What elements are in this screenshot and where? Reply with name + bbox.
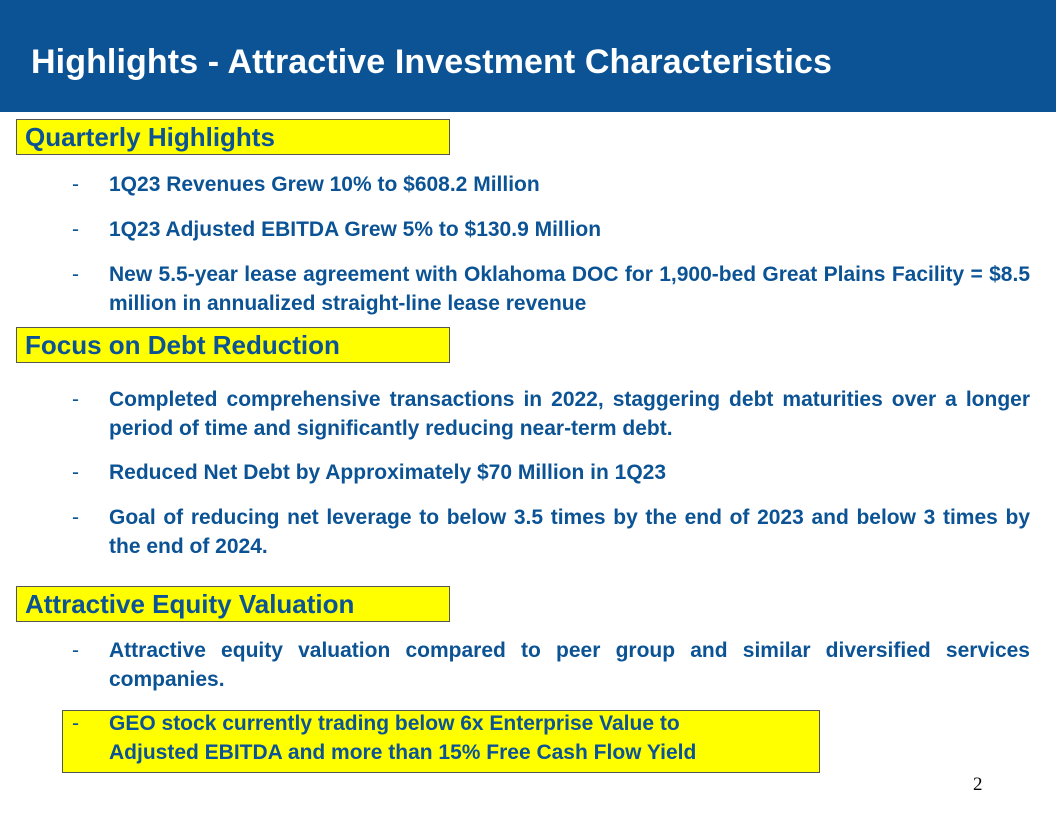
bullet-text: 1Q23 Revenues Grew 10% to $608.2 Million (109, 173, 540, 196)
list-item: - 1Q23 Revenues Grew 10% to $608.2 Milli… (62, 170, 1030, 199)
bullet-text: Completed comprehensive transactions in … (109, 388, 1030, 440)
bullet-dash: - (72, 506, 79, 529)
bullet-dash: - (72, 263, 79, 286)
title-bar: Highlights - Attractive Investment Chara… (0, 0, 1056, 112)
slide-title: Highlights - Attractive Investment Chara… (31, 43, 833, 81)
bullet-text: Attractive equity valuation compared to … (109, 639, 1030, 691)
section-heading-valuation: Attractive Equity Valuation (16, 586, 450, 622)
bullet-text: Reduced Net Debt by Approximately $70 Mi… (109, 461, 667, 484)
list-item: - 1Q23 Adjusted EBITDA Grew 5% to $130.9… (62, 215, 1030, 244)
page-number: 2 (973, 774, 983, 795)
list-item: - New 5.5-year lease agreement with Okla… (62, 260, 1030, 318)
highlight-box (62, 710, 820, 773)
list-item: - GEO stock currently trading below 6x E… (62, 709, 762, 767)
bullet-dash: - (72, 461, 79, 484)
bullet-dash: - (72, 388, 79, 411)
section-heading-debt: Focus on Debt Reduction (16, 327, 450, 363)
bullet-text: GEO stock currently trading below 6x Ent… (109, 712, 697, 764)
list-item: - Completed comprehensive transactions i… (62, 385, 1030, 443)
bullet-dash: - (72, 712, 79, 735)
list-item: - Goal of reducing net leverage to below… (62, 503, 1030, 561)
section-heading-quarterly: Quarterly Highlights (16, 119, 450, 155)
bullet-dash: - (72, 639, 79, 662)
bullet-dash: - (72, 173, 79, 196)
list-item: - Reduced Net Debt by Approximately $70 … (62, 458, 1030, 487)
bullet-text: 1Q23 Adjusted EBITDA Grew 5% to $130.9 M… (109, 218, 602, 241)
section-heading-label: Quarterly Highlights (25, 122, 275, 152)
bullet-text: New 5.5-year lease agreement with Oklaho… (109, 263, 1030, 315)
section-heading-label: Focus on Debt Reduction (25, 330, 340, 360)
bullet-dash: - (72, 218, 79, 241)
list-item: - Attractive equity valuation compared t… (62, 636, 1030, 694)
bullet-text: Goal of reducing net leverage to below 3… (109, 506, 1030, 558)
section-heading-label: Attractive Equity Valuation (25, 589, 355, 619)
